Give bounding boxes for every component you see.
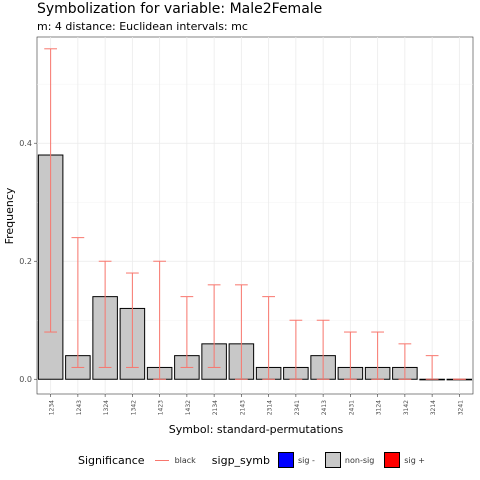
x-tick-label: 1432: [185, 400, 192, 415]
x-tick-label: 3124: [376, 400, 383, 415]
legend-significance-item: black: [174, 455, 196, 465]
legend-error-line-key: [154, 459, 169, 461]
legend-key-non-sig: [324, 452, 341, 468]
y-axis-title: Frequency: [3, 187, 16, 244]
y-tick-label: 0.2: [19, 257, 32, 266]
x-tick-label: 2413: [321, 400, 328, 415]
legend-key-sig-minus: [278, 452, 294, 468]
x-axis-title: Symbol: standard-permutations: [169, 423, 344, 436]
legend-label-sig-plus: sig +: [404, 455, 426, 465]
x-tick-label: 3142: [403, 400, 410, 415]
x-tick-label: 1423: [158, 400, 165, 415]
x-tick-label: 1324: [103, 400, 110, 415]
x-tick-label: 2341: [294, 400, 301, 415]
chart-subtitle: m: 4 distance: Euclidean intervals: mc: [37, 20, 248, 33]
legend-sigp-title: sigp_symb: [211, 453, 270, 467]
y-tick-label: 0.4: [19, 139, 32, 148]
x-tick-label: 1243: [76, 400, 83, 415]
legend: Significance black sigp_symb sig - non-s…: [78, 451, 435, 469]
x-tick-label: 2431: [348, 400, 355, 415]
legend-significance-title: Significance: [78, 453, 145, 467]
y-tick-label: 0.0: [19, 375, 32, 384]
x-tick-label: 2314: [267, 400, 274, 415]
x-tick-label: 1342: [130, 400, 137, 415]
chart-title: Symbolization for variable: Male2Female: [37, 1, 323, 17]
x-tick-label: 2143: [239, 400, 246, 415]
legend-label-sig-minus: sig -: [298, 455, 315, 465]
legend-key-sig-plus: [384, 452, 401, 468]
x-tick-label: 2134: [212, 400, 219, 415]
x-tick-label: 3214: [430, 400, 437, 415]
x-tick-label: 3241: [457, 400, 464, 415]
x-tick-label: 1234: [49, 400, 56, 415]
legend-label-non-sig: non-sig: [344, 455, 375, 465]
